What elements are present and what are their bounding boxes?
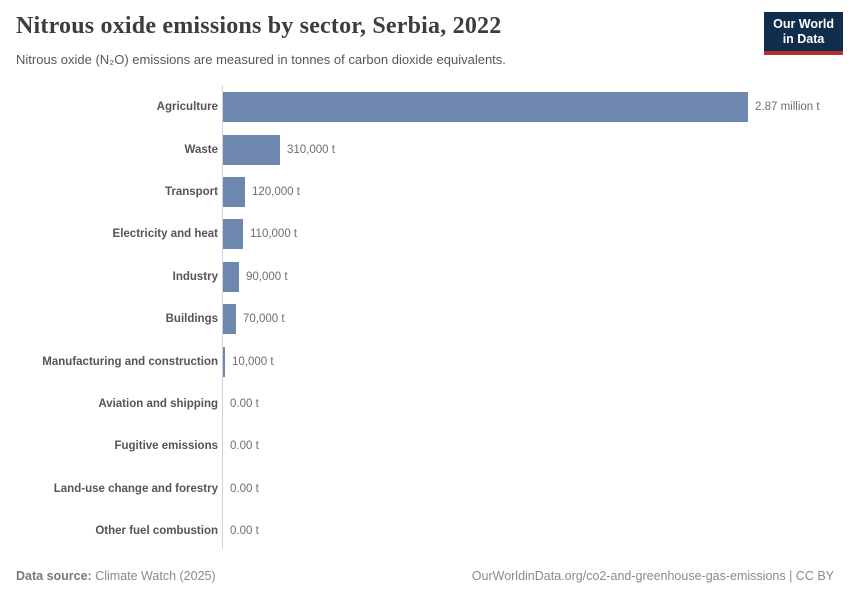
bar-chart: Agriculture 2.87 million t Waste 310,000 t T… (16, 85, 834, 552)
bar-area: 310,000 t (223, 128, 834, 170)
value-label: 110,000 t (250, 228, 298, 241)
category-label: Manufacturing and construction (42, 355, 218, 368)
chart-rows: Agriculture 2.87 million t Waste 310,000 t T… (16, 86, 834, 552)
bar[interactable] (223, 134, 280, 165)
category-label: Other fuel combustion (95, 525, 218, 538)
category-label: Aviation and shipping (98, 397, 218, 410)
owid-logo[interactable]: Our World in Data (764, 12, 843, 55)
chart-row: Manufacturing and construction 10,000 t (16, 340, 834, 382)
value-label: 310,000 t (287, 143, 335, 156)
category-label: Electricity and heat (112, 228, 218, 241)
bar-area: 90,000 t (223, 256, 834, 298)
chart-row: Other fuel combustion 0.00 t (16, 510, 834, 552)
bar[interactable] (223, 304, 236, 335)
chart-row: Buildings 70,000 t (16, 298, 834, 340)
value-label: 0.00 t (230, 397, 259, 410)
category-label: Buildings (165, 313, 218, 326)
bar[interactable] (223, 92, 748, 123)
category-label: Industry (172, 270, 218, 283)
bar-area: 70,000 t (223, 298, 834, 340)
value-label: 2.87 million t (755, 101, 820, 114)
chart-row: Agriculture 2.87 million t (16, 86, 834, 128)
category-label: Transport (164, 185, 218, 198)
data-source: Data source: Climate Watch (2025) (16, 569, 216, 583)
bar[interactable] (223, 261, 239, 292)
chart-row: Industry 90,000 t (16, 256, 834, 298)
value-label: 0.00 t (230, 525, 259, 538)
chart-footer: Data source: Climate Watch (2025) OurWor… (16, 569, 834, 583)
chart-row: Fugitive emissions 0.00 t (16, 425, 834, 467)
bar-area: 0.00 t (223, 510, 834, 552)
category-label: Agriculture (156, 101, 218, 114)
bar[interactable] (223, 176, 245, 207)
bar-area: 120,000 t (223, 171, 834, 213)
value-label: 0.00 t (230, 482, 259, 495)
chart-row: Aviation and shipping 0.00 t (16, 383, 834, 425)
value-label: 90,000 t (246, 270, 288, 283)
bar-area: 0.00 t (223, 383, 834, 425)
data-source-link[interactable]: Climate Watch (2025) (95, 569, 216, 583)
bar[interactable] (223, 219, 243, 250)
chart-row: Land-use change and forestry 0.00 t (16, 468, 834, 510)
bar-area: 110,000 t (223, 213, 834, 255)
value-label: 70,000 t (243, 313, 285, 326)
value-label: 0.00 t (230, 440, 259, 453)
owid-url-license[interactable]: OurWorldinData.org/co2-and-greenhouse-ga… (471, 569, 834, 583)
chart-subtitle: Nitrous oxide (N₂O) emissions are measur… (16, 52, 506, 67)
bar-area: 10,000 t (223, 340, 834, 382)
bar-area: 2.87 million t (223, 86, 834, 128)
bar[interactable] (223, 346, 225, 377)
page-title: Nitrous oxide emissions by sector, Serbi… (16, 13, 502, 39)
value-label: 10,000 t (232, 355, 274, 368)
y-axis-line (222, 85, 223, 549)
category-label: Land-use change and forestry (53, 482, 218, 495)
owid-logo-line1: Our World (773, 17, 834, 31)
value-label: 120,000 t (252, 185, 300, 198)
chart-row: Electricity and heat 110,000 t (16, 213, 834, 255)
category-label: Fugitive emissions (114, 440, 218, 453)
chart-row: Transport 120,000 t (16, 171, 834, 213)
bar-area: 0.00 t (223, 468, 834, 510)
chart-row: Waste 310,000 t (16, 128, 834, 170)
data-source-label: Data source: (16, 569, 92, 583)
bar-area: 0.00 t (223, 425, 834, 467)
category-label: Waste (184, 143, 218, 156)
owid-logo-line2: in Data (782, 32, 825, 46)
